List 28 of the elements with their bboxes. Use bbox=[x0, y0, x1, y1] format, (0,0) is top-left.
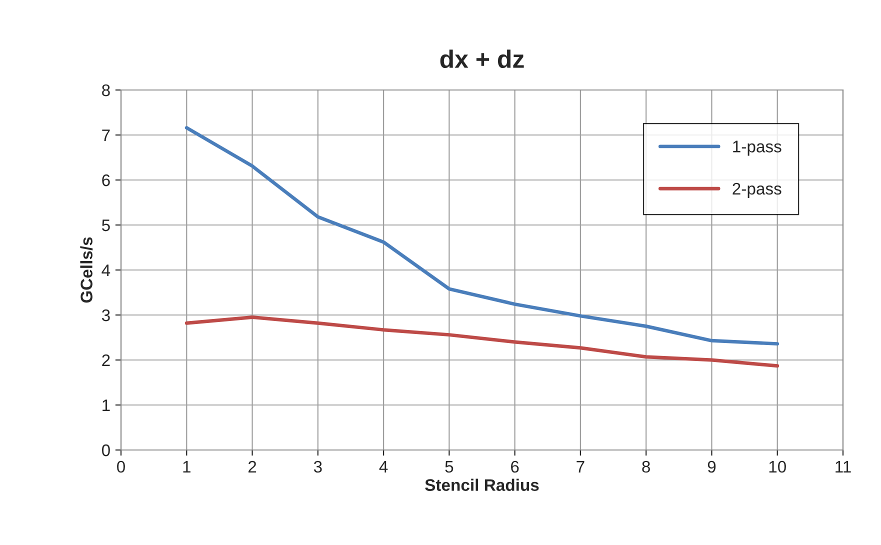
chart-title: dx + dz bbox=[440, 50, 524, 68]
y-tick-label: 8 bbox=[102, 84, 110, 96]
x-tick-label: 6 bbox=[511, 460, 519, 473]
y-tick-label: 6 bbox=[102, 174, 110, 186]
legend-label: 2-pass bbox=[732, 182, 782, 198]
x-tick-label: 10 bbox=[769, 460, 786, 473]
x-tick-label: 2 bbox=[248, 460, 256, 472]
y-axis-title: GCells/s bbox=[80, 237, 93, 303]
y-tick-label: 7 bbox=[102, 130, 110, 142]
y-tick-label: 2 bbox=[102, 354, 110, 366]
x-axis-title: Stencil Radius bbox=[425, 478, 539, 491]
y-tick-label: 4 bbox=[102, 264, 110, 276]
x-tick-label: 7 bbox=[576, 461, 584, 472]
legend-label: 1-pass bbox=[733, 140, 782, 156]
y-tick-label: 0 bbox=[102, 444, 110, 456]
y-tick-label: 5 bbox=[102, 220, 110, 232]
x-tick-label: 9 bbox=[708, 460, 716, 473]
y-tick-label: 3 bbox=[102, 309, 110, 322]
x-tick-label: 5 bbox=[445, 461, 454, 473]
x-tick-label: 11 bbox=[836, 461, 851, 472]
x-tick-label: 3 bbox=[314, 460, 322, 473]
line-series bbox=[184, 126, 780, 346]
x-tick-label: 0 bbox=[117, 460, 125, 473]
line-series bbox=[184, 316, 780, 368]
x-tick-label: 8 bbox=[642, 460, 650, 473]
x-tick-label: 4 bbox=[379, 461, 388, 472]
x-tick-label: 1 bbox=[183, 461, 190, 472]
y-tick-label: 1 bbox=[102, 400, 110, 412]
